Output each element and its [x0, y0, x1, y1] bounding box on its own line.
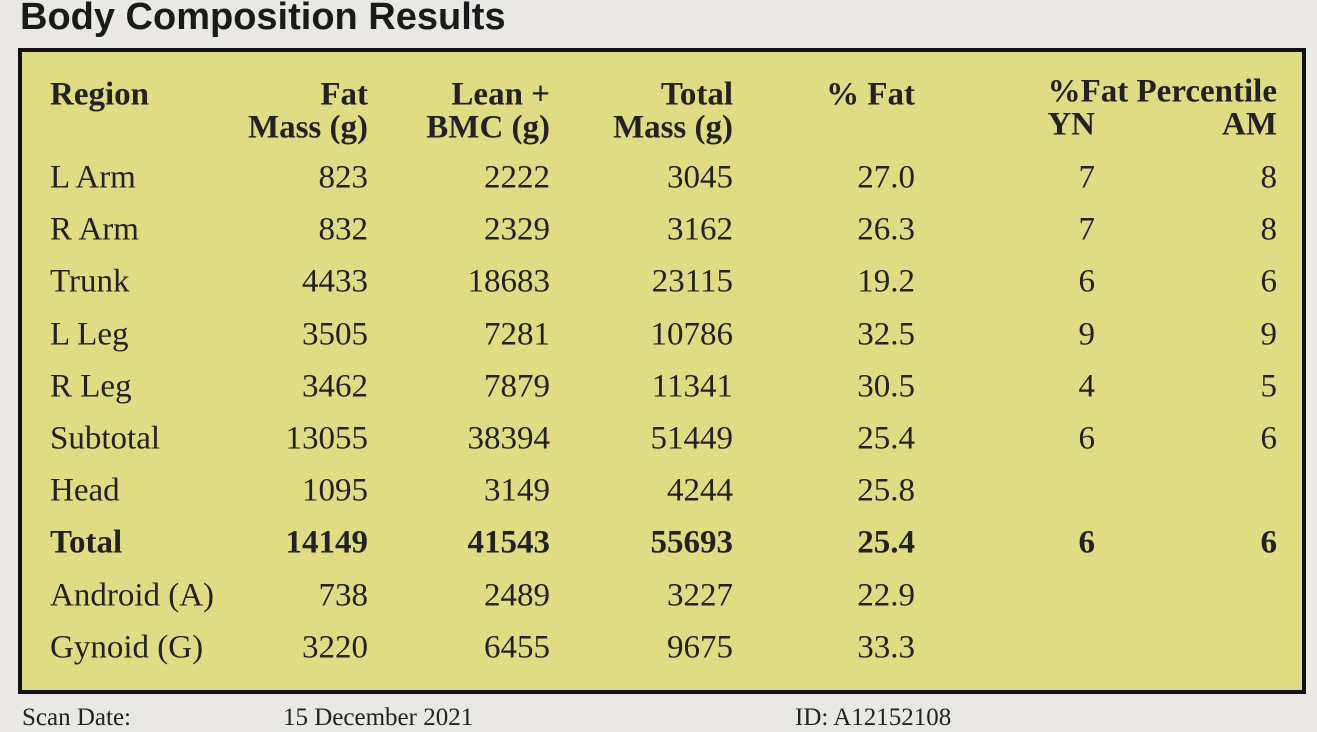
column-header: Fat [320, 76, 368, 113]
cell: 18683 [467, 263, 551, 300]
scan-date: 15 December 2021 [283, 704, 474, 731]
cell: 4433 [302, 263, 368, 300]
cell: 55693 [650, 524, 734, 561]
cell: 3162 [667, 211, 733, 248]
row-label: Subtotal [50, 420, 161, 457]
cell: 3462 [302, 368, 368, 405]
row-label: Head [50, 472, 120, 509]
row-label: L Leg [50, 316, 129, 353]
cell: 7 [1078, 211, 1096, 248]
cell: 38394 [467, 420, 551, 457]
cell: 27.0 [857, 159, 915, 196]
cell: 51449 [650, 420, 734, 457]
cell: 30.5 [857, 368, 915, 405]
cell: 3045 [667, 159, 733, 196]
column-header: Mass (g) [612, 109, 733, 146]
row-label: Gynoid (G) [50, 629, 204, 666]
cell: 6 [1078, 420, 1096, 457]
percentile-header: %Fat Percentile [1047, 73, 1277, 110]
cell: 14149 [285, 524, 369, 561]
cell: 4 [1078, 368, 1096, 405]
cell: 3227 [667, 577, 733, 614]
cell: 7281 [484, 316, 550, 353]
title: Body Composition Results [20, 0, 506, 38]
scan-date-label: Scan Date: [22, 704, 131, 731]
cell: 3149 [484, 472, 550, 509]
cell: 25.4 [857, 420, 915, 457]
cell: 10786 [650, 316, 734, 353]
cell: 25.4 [857, 524, 915, 561]
cell: 5 [1260, 368, 1278, 405]
cell: 13055 [285, 420, 369, 457]
column-header: Mass (g) [247, 109, 368, 146]
row-label: R Leg [50, 368, 132, 405]
cell: 23115 [651, 263, 733, 300]
cell: 11341 [651, 368, 733, 405]
cell: 41543 [467, 524, 551, 561]
cell: 7879 [484, 368, 550, 405]
row-label: R Arm [50, 211, 139, 248]
cell: 1095 [302, 472, 368, 509]
column-header: Lean + [451, 76, 550, 113]
cell: 6455 [484, 629, 550, 666]
cell: 6 [1078, 263, 1096, 300]
cell: 32.5 [857, 316, 915, 353]
column-header: Total [660, 76, 733, 113]
cell: 8 [1260, 159, 1278, 196]
cell: 8 [1260, 211, 1278, 248]
cell: 823 [318, 159, 369, 196]
cell: 9 [1078, 316, 1096, 353]
table-box [18, 48, 1306, 694]
cell: 2222 [484, 159, 550, 196]
cell: 6 [1260, 263, 1278, 300]
cell: 9675 [667, 629, 733, 666]
cell: 6 [1078, 524, 1096, 561]
cell: 22.9 [857, 577, 915, 614]
column-header: AM [1222, 106, 1277, 143]
scan-id: ID: A12152108 [795, 704, 952, 731]
row-label: Trunk [50, 263, 130, 300]
cell: 9 [1260, 316, 1278, 353]
column-header: YN [1047, 106, 1095, 143]
row-label: Total [50, 524, 123, 561]
cell: 738 [318, 577, 369, 614]
cell: 6 [1260, 524, 1278, 561]
column-header: Region [50, 76, 149, 113]
cell: 33.3 [857, 629, 915, 666]
cell: 25.8 [857, 472, 915, 509]
column-header: BMC (g) [426, 109, 550, 146]
cell: 2329 [484, 211, 550, 248]
row-label: Android (A) [50, 577, 215, 614]
cell: 6 [1260, 420, 1278, 457]
cell: 19.2 [857, 263, 915, 300]
cell: 4244 [667, 472, 733, 509]
cell: 7 [1078, 159, 1096, 196]
cell: 26.3 [857, 211, 915, 248]
cell: 832 [318, 211, 369, 248]
row-label: L Arm [50, 159, 136, 196]
column-header: % Fat [826, 76, 915, 113]
cell: 2489 [484, 577, 550, 614]
cell: 3220 [302, 629, 368, 666]
cell: 3505 [302, 316, 368, 353]
